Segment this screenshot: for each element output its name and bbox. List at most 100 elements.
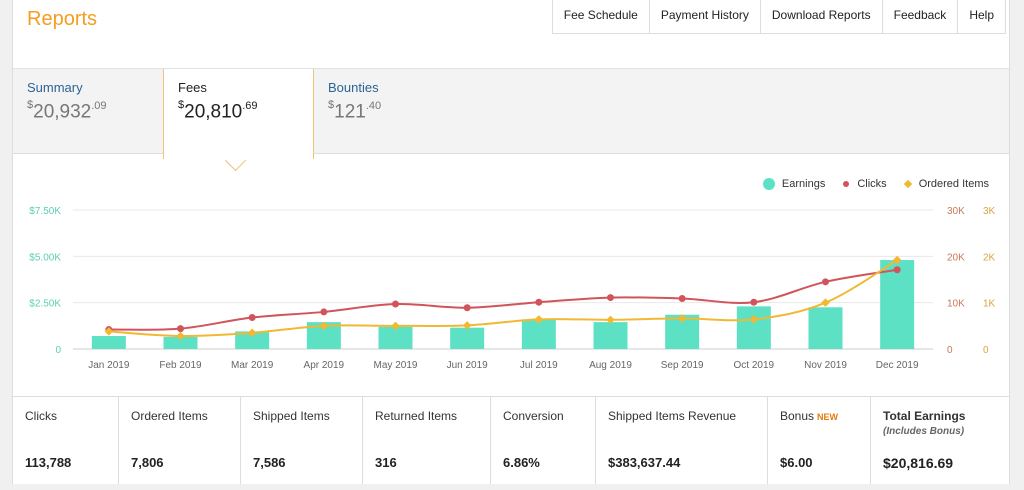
new-badge: NEW [817, 412, 839, 422]
nav-fee-schedule[interactable]: Fee Schedule [563, 8, 638, 22]
clicks-point [607, 294, 614, 302]
stat-total-earnings: Total Earnings (Includes Bonus) $20,816.… [871, 397, 1009, 484]
x-axis-tick: Mar 2019 [231, 360, 274, 371]
items-axis-tick: 2K [983, 252, 996, 263]
nav-download-reports[interactable]: Download Reports [759, 0, 882, 33]
earnings-bar [91, 336, 126, 349]
stat-conversion: Conversion 6.86% [491, 397, 596, 484]
items-axis-tick: 3K [983, 206, 996, 217]
stat-conversion-value: 6.86% [503, 455, 540, 470]
stat-total-earnings-value: $20,816.69 [883, 455, 954, 471]
clicks-point [248, 313, 256, 321]
stat-returned-items: Returned Items 316 [363, 397, 491, 484]
earnings-bar [450, 327, 485, 349]
stat-total-earnings-label: Total Earnings [883, 409, 966, 423]
items-axis-tick: 1K [983, 299, 996, 310]
stat-ordered-items: Ordered Items 7,806 [119, 397, 241, 484]
x-axis-tick: Jan 2019 [88, 360, 130, 371]
ordered-items-line [108, 259, 898, 338]
nav-feedback[interactable]: Feedback [881, 0, 958, 33]
x-axis-tick: Jun 2019 [447, 360, 489, 371]
ordered-items-point [462, 321, 472, 330]
clicks-point [678, 294, 686, 302]
x-axis-tick: May 2019 [374, 360, 418, 371]
ordered-items-swatch-icon [903, 179, 912, 189]
earnings-bar [736, 306, 771, 349]
earnings-bar [808, 307, 843, 349]
x-axis-tick: Jul 2019 [520, 360, 558, 371]
reports-panel: Reports Fee Schedule Payment History Dow… [12, 0, 1010, 484]
x-axis-tick: Apr 2019 [304, 360, 345, 371]
chart-legend: Earnings Clicks Ordered Items [745, 178, 989, 190]
ordered-items-point [247, 328, 257, 338]
tab-bounties-amount: $121.40 [328, 99, 382, 123]
x-axis-tick: Dec 2019 [876, 360, 919, 371]
stat-shipped-revenue-value: $383,637.44 [608, 455, 681, 470]
stat-bonus-label: Bonus NEW [780, 409, 839, 423]
nav-payment-history[interactable]: Payment History [648, 0, 760, 33]
tab-summary-amount: $20,932.09 [27, 99, 107, 123]
clicks-point [392, 300, 399, 308]
stat-clicks: Clicks 113,788 [13, 397, 119, 484]
stat-returned-items-label: Returned Items [375, 409, 458, 423]
stat-total-earnings-note: (Includes Bonus) [883, 426, 965, 437]
clicks-axis-tick: 30K [947, 206, 965, 217]
legend-clicks[interactable]: Clicks [843, 178, 887, 190]
earnings-bar [378, 326, 413, 349]
stat-shipped-items-value: 7,586 [253, 455, 286, 470]
clicks-point [320, 308, 328, 316]
earnings-bar [163, 336, 198, 349]
clicks-line [108, 268, 898, 331]
clicks-point [463, 304, 471, 312]
stat-shipped-revenue-label: Shipped Items Revenue [608, 409, 737, 423]
stat-ordered-items-value: 7,806 [131, 455, 164, 470]
clicks-axis-tick: 20K [947, 252, 965, 263]
left-axis-tick: $2.50K [29, 299, 61, 310]
stat-shipped-items-label: Shipped Items [253, 409, 330, 423]
tab-summary[interactable]: Summary $20,932.09 [13, 69, 163, 155]
earnings-chart: Earnings Clicks Ordered Items $7.50K 30K 3… [13, 160, 1009, 395]
tab-fees-label: Fees [178, 80, 207, 95]
clicks-point [535, 298, 543, 306]
ordered-items-point [319, 321, 329, 331]
page-title: Reports [27, 8, 98, 30]
x-axis-tick: Oct 2019 [734, 360, 775, 371]
clicks-point [893, 266, 901, 274]
left-axis-tick: 0 [55, 345, 61, 356]
nav-help[interactable]: Help [957, 0, 1005, 33]
clicks-point [750, 298, 758, 306]
ordered-items-point [391, 321, 400, 331]
ordered-items-point [104, 327, 114, 336]
stat-ordered-items-label: Ordered Items [131, 409, 208, 423]
legend-ordered-items[interactable]: Ordered Items [903, 178, 989, 190]
stat-conversion-label: Conversion [503, 409, 564, 423]
clicks-swatch-icon [843, 181, 850, 187]
stat-shipped-revenue: Shipped Items Revenue $383,637.44 [596, 397, 768, 484]
ordered-items-point [821, 298, 830, 307]
clicks-axis-tick: 0 [947, 345, 953, 356]
tab-bounties-label: Bounties [328, 80, 379, 95]
legend-earnings[interactable]: Earnings [762, 178, 825, 190]
stat-returned-items-value: 316 [375, 455, 397, 470]
clicks-point [177, 325, 184, 333]
stat-shipped-items: Shipped Items 7,586 [241, 397, 363, 484]
stat-clicks-label: Clicks [25, 409, 57, 423]
clicks-point [822, 278, 829, 286]
x-axis-tick: Sep 2019 [661, 360, 704, 371]
tab-fees-amount: $20,810.69 [178, 99, 258, 123]
clicks-axis-tick: 10K [947, 299, 965, 310]
report-tabs: Summary $20,932.09 Fees $20,810.69 Bount… [13, 68, 1009, 172]
chart-plot: $7.50K 30K 3K $5.00K 20K 2K $2.50K 10K 1K 0 0 0 Jan … [29, 206, 996, 371]
stat-bonus-value: $6.00 [780, 455, 813, 470]
earnings-bar [880, 260, 915, 349]
ordered-items-point [176, 331, 185, 341]
left-axis-tick: $5.00K [29, 252, 61, 263]
x-axis-tick: Aug 2019 [589, 360, 632, 371]
x-axis-tick: Feb 2019 [159, 360, 202, 371]
ordered-items-point [606, 315, 615, 325]
stats-summary: Clicks 113,788 Ordered Items 7,806 Shipp… [13, 396, 1009, 484]
tab-fees[interactable]: Fees $20,810.69 [163, 69, 314, 172]
stat-clicks-value: 113,788 [25, 455, 72, 470]
earnings-bar [593, 322, 628, 349]
tab-bounties[interactable]: Bounties $121.40 [314, 69, 474, 155]
